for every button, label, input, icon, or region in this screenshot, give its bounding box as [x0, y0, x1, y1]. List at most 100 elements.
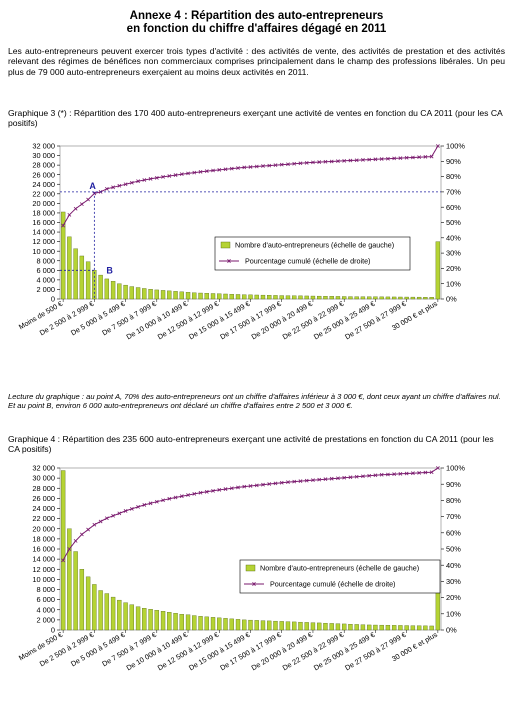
line-marker: [192, 492, 197, 496]
y-tick-label: 16 000: [32, 218, 55, 227]
legend-bar-label: Nombre d'auto-entrepreneurs (échelle de …: [235, 241, 394, 250]
bar: [410, 625, 416, 631]
line-marker: [392, 156, 397, 161]
line-marker: [286, 162, 290, 167]
legend-line-marker: [227, 258, 231, 264]
intro-paragraph: Les auto-entrepreneurs peuvent exercer t…: [8, 46, 505, 77]
y-tick-label: 22 000: [32, 189, 55, 198]
graph3-title: Graphique 3 (*) : Répartition des 170 40…: [8, 108, 503, 129]
line-marker: [373, 473, 378, 478]
line-marker: [198, 490, 203, 495]
bar: [373, 624, 378, 631]
line-marker: [329, 476, 334, 481]
y-tick-label: 8 000: [37, 256, 56, 265]
line-marker: [261, 482, 265, 487]
y-tick-label: 26 000: [32, 170, 55, 179]
line-marker: [404, 155, 409, 160]
y2-tick-label: 70%: [446, 512, 461, 521]
line-marker: [123, 509, 128, 513]
bar: [423, 625, 428, 631]
bar: [198, 616, 203, 631]
line-marker: [179, 172, 184, 177]
line-marker: [354, 474, 359, 479]
y2-tick-label: 60%: [446, 203, 461, 212]
bar: [117, 599, 122, 631]
bar: [135, 287, 141, 300]
line-marker: [435, 466, 440, 470]
y-tick-label: 20 000: [32, 524, 55, 533]
bar: [348, 624, 353, 631]
y2-tick-label: 10%: [446, 279, 461, 288]
y-tick-label: 2 000: [37, 615, 56, 624]
line-marker: [123, 182, 128, 187]
legend-line-label: Pourcentage cumulé (échelle de droite): [270, 580, 395, 589]
page-title-line1: Annexe 4 : Répartition des auto-entrepre…: [129, 10, 384, 22]
bar: [192, 292, 197, 300]
line-marker: [279, 162, 284, 167]
y2-tick-label: 40%: [446, 561, 461, 570]
bar: [235, 619, 241, 631]
bar: [435, 590, 441, 631]
y-tick-label: 16 000: [32, 545, 55, 554]
bar: [267, 620, 272, 631]
bar: [335, 296, 341, 300]
y-tick-label: 22 000: [32, 514, 55, 523]
line-marker: [348, 158, 353, 163]
line-marker: [248, 165, 253, 169]
bar: [123, 602, 128, 631]
line-marker: [392, 472, 397, 477]
bar: [335, 623, 341, 631]
bar: [379, 624, 384, 631]
line-marker: [148, 501, 153, 506]
line-marker: [67, 212, 72, 217]
line-marker: [86, 527, 90, 532]
line-marker: [342, 475, 347, 480]
line-marker: [304, 478, 309, 483]
legend-line-marker: [252, 581, 256, 587]
line-marker: [435, 144, 440, 148]
y2-tick-label: 0%: [446, 626, 457, 635]
y-tick-label: 12 000: [32, 565, 55, 574]
y-tick-label: 4 000: [37, 275, 56, 284]
line-marker: [273, 481, 278, 486]
legend-box: [239, 559, 441, 594]
line-marker: [217, 167, 222, 172]
bar: [385, 296, 391, 300]
bar: [79, 255, 85, 300]
y-tick-label: 24 000: [32, 180, 55, 189]
line-marker: [229, 166, 234, 171]
bar: [142, 608, 147, 631]
bar: [242, 294, 247, 300]
y-tick-label: 30 000: [32, 151, 55, 160]
line-marker: [417, 155, 422, 160]
bar: [167, 290, 172, 300]
line-marker: [354, 158, 359, 163]
y-tick-label: 0: [51, 626, 55, 635]
line-marker: [136, 504, 140, 509]
bar: [129, 604, 135, 631]
bar: [273, 620, 278, 631]
plot-area: [59, 145, 442, 300]
y-tick-label: 28 000: [32, 161, 55, 170]
y-tick-label: 32 000: [32, 464, 55, 473]
bar: [391, 625, 397, 631]
line-marker: [361, 158, 365, 162]
line-marker: [311, 478, 315, 483]
bar: [223, 293, 228, 300]
line-marker: [117, 511, 122, 516]
line-marker: [161, 175, 165, 179]
y2-tick-label: 20%: [446, 593, 461, 602]
y-tick-label: 28 000: [32, 484, 55, 493]
bar: [317, 295, 322, 300]
line-marker: [411, 471, 415, 476]
line-marker: [348, 475, 353, 480]
bar: [210, 617, 216, 631]
bar: [104, 593, 110, 631]
bar: [142, 288, 147, 300]
y-tick-label: 18 000: [32, 534, 55, 543]
line-marker: [267, 482, 272, 486]
bar: [210, 293, 216, 300]
line-marker: [367, 157, 372, 162]
bar: [173, 291, 178, 300]
bar: [360, 296, 366, 300]
